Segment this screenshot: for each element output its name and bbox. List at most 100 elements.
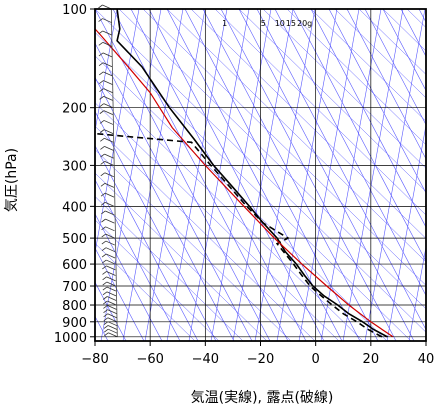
mixing-ratio-line bbox=[118, 9, 426, 310]
wind-barb bbox=[105, 210, 115, 216]
isotherm-line bbox=[220, 9, 397, 341]
wind-barb-flag bbox=[98, 42, 104, 46]
wind-barb-flag bbox=[101, 218, 106, 223]
wind-barb-flag bbox=[99, 129, 105, 133]
wind-barb-flag bbox=[98, 30, 103, 35]
mixing-ratio-line bbox=[238, 9, 426, 192]
wind-barb-flag bbox=[103, 317, 109, 322]
wind-barb bbox=[103, 80, 113, 85]
wind-barb-flag bbox=[99, 80, 104, 84]
wind-barb-flag bbox=[102, 286, 108, 291]
x-axis-title: 気温(実線), 露点(破線) bbox=[191, 390, 334, 406]
isotherm-line bbox=[346, 9, 426, 160]
y-tick-label: 400 bbox=[62, 200, 87, 215]
isotherm-line bbox=[184, 9, 361, 341]
wind-barb bbox=[107, 309, 117, 315]
wind-barb bbox=[106, 259, 116, 265]
dry-adiabat-line bbox=[386, 123, 426, 341]
mixing-ratio-label: 10 bbox=[275, 19, 285, 28]
wind-barb-flag bbox=[103, 300, 108, 305]
isotherm-line bbox=[130, 9, 307, 341]
wind-barb-flag bbox=[103, 325, 109, 329]
wind-barb bbox=[104, 146, 114, 151]
x-tick-label: −80 bbox=[81, 352, 108, 367]
wind-barb bbox=[105, 253, 116, 259]
wind-barb bbox=[104, 153, 114, 159]
wind-barb bbox=[104, 172, 114, 178]
wind-barb bbox=[106, 276, 116, 282]
wind-barb-flag bbox=[99, 88, 104, 92]
wind-barb bbox=[104, 161, 114, 166]
dry-adiabat-line bbox=[276, 9, 338, 341]
wind-barb-flag bbox=[104, 332, 109, 337]
wind-barb bbox=[102, 52, 113, 58]
wind-barb bbox=[102, 62, 113, 68]
y-tick-label: 1000 bbox=[54, 331, 87, 346]
mixing-ratio-line bbox=[334, 9, 426, 99]
x-tick-label: 20 bbox=[363, 352, 380, 367]
x-axis: −80 −60 −40 −20 0 20 40 bbox=[81, 341, 434, 367]
wind-barb bbox=[103, 71, 113, 77]
mixing-ratio-line bbox=[262, 9, 426, 169]
isotherm-line bbox=[310, 9, 426, 228]
mixing-ratio-line bbox=[95, 243, 196, 341]
isotherm-line bbox=[95, 179, 181, 341]
wind-barb-flag bbox=[102, 281, 107, 286]
wind-barb-flag bbox=[99, 110, 105, 114]
wind-barb bbox=[106, 265, 116, 271]
wind-barb bbox=[103, 129, 114, 134]
isotherm-line bbox=[256, 9, 426, 331]
wind-barb-flag bbox=[100, 137, 105, 142]
mixing-ratio-label: 5 bbox=[261, 19, 266, 28]
wind-barb-flag bbox=[103, 321, 109, 326]
isotherm-line bbox=[364, 9, 426, 126]
wind-barb bbox=[106, 296, 117, 301]
mixing-ratio-line bbox=[286, 9, 426, 146]
grid-lines bbox=[95, 9, 426, 341]
wind-barb-flag bbox=[100, 146, 105, 150]
mixing-ratio-line bbox=[190, 9, 426, 239]
wind-barb-flag bbox=[100, 161, 105, 165]
y-axis-title: 気圧(hPa) bbox=[4, 148, 20, 212]
wind-barb bbox=[105, 226, 115, 232]
isotherm-line bbox=[202, 9, 379, 341]
wind-barb-flag bbox=[101, 259, 107, 264]
mixing-ratio-line bbox=[358, 9, 426, 75]
wind-barb bbox=[107, 313, 117, 319]
wind-barb-flag bbox=[100, 172, 106, 177]
wind-barb-flag bbox=[101, 240, 107, 245]
y-tick-label: 200 bbox=[62, 102, 87, 117]
mixing-ratio-line bbox=[431, 9, 436, 341]
wind-barb bbox=[107, 321, 118, 327]
wind-barb bbox=[106, 291, 117, 297]
wind-barb bbox=[103, 110, 114, 115]
wind-barb-flag bbox=[98, 4, 103, 9]
wind-barb-flag bbox=[103, 313, 108, 318]
y-tick-label: 900 bbox=[62, 316, 87, 331]
wind-barb-staff bbox=[110, 8, 118, 337]
y-tick-label: 500 bbox=[62, 232, 87, 247]
wind-barb bbox=[102, 30, 112, 36]
wind-barb bbox=[104, 192, 115, 198]
y-tick-label: 600 bbox=[62, 258, 87, 273]
wind-barbs bbox=[98, 4, 118, 338]
wind-barb bbox=[103, 120, 114, 125]
wind-barb-flag bbox=[101, 226, 106, 231]
wind-barb bbox=[105, 240, 115, 246]
wind-barb bbox=[107, 317, 117, 323]
mixing-ratio-label: 1 bbox=[222, 19, 227, 28]
wind-barb bbox=[106, 286, 117, 292]
dry-adiabat-line bbox=[408, 245, 426, 341]
wind-barb-flag bbox=[100, 183, 106, 187]
wind-barb-flag bbox=[99, 103, 104, 107]
wind-barb-flag bbox=[98, 62, 104, 67]
mixing-ratio-line bbox=[95, 55, 388, 341]
dry-adiabat-line bbox=[364, 9, 426, 341]
temperature-line bbox=[116, 9, 388, 338]
wind-barb-flag bbox=[103, 305, 108, 309]
wind-barb-flag bbox=[101, 253, 107, 258]
x-tick-label: 40 bbox=[418, 352, 435, 367]
isotherm-line bbox=[418, 9, 426, 23]
